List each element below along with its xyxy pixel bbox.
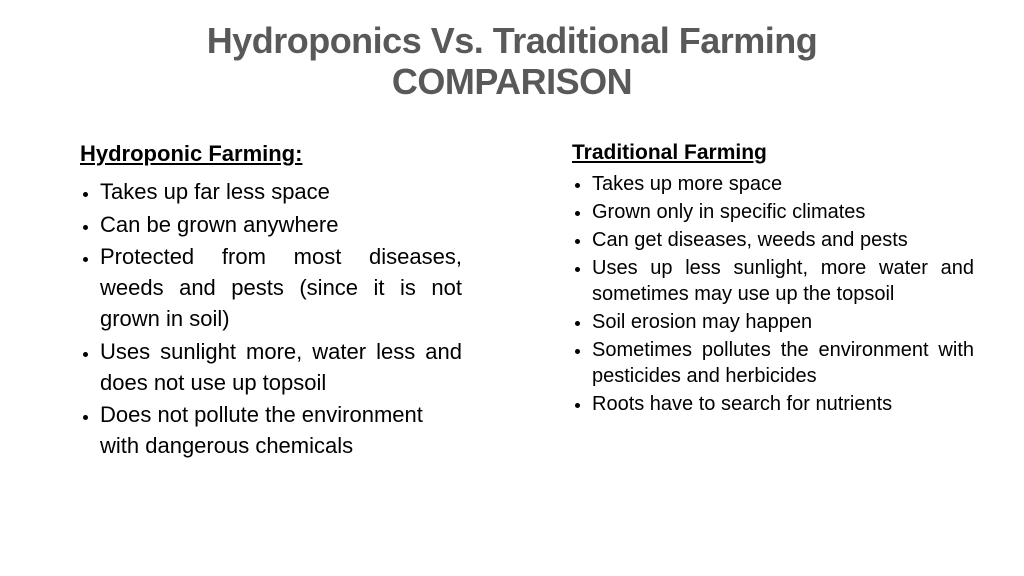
title-line-2: COMPARISON <box>40 61 984 102</box>
list-item: Does not pollute the environment with da… <box>100 400 492 462</box>
list-item: Roots have to search for nutrients <box>592 391 984 417</box>
list-item: Can be grown anywhere <box>100 210 492 241</box>
traditional-heading: Traditional Farming <box>572 141 984 165</box>
list-item: Takes up more space <box>592 171 984 197</box>
column-traditional: Traditional Farming Takes up more space … <box>532 141 984 464</box>
list-item: Protected from most diseases, weeds and … <box>100 242 492 334</box>
list-item: Can get diseases, weeds and pests <box>592 227 984 253</box>
comparison-columns: Hydroponic Farming: Takes up far less sp… <box>40 141 984 464</box>
list-item: Sometimes pollutes the environment with … <box>592 337 984 389</box>
hydroponic-heading: Hydroponic Farming: <box>80 141 492 167</box>
title-line-1: Hydroponics Vs. Traditional Farming <box>40 20 984 61</box>
list-item: Soil erosion may happen <box>592 309 984 335</box>
list-item: Uses up less sunlight, more water and so… <box>592 255 984 307</box>
column-hydroponic: Hydroponic Farming: Takes up far less sp… <box>40 141 492 464</box>
traditional-list: Takes up more space Grown only in specif… <box>532 171 984 417</box>
hydroponic-list: Takes up far less space Can be grown any… <box>40 177 492 462</box>
page-title: Hydroponics Vs. Traditional Farming COMP… <box>40 20 984 103</box>
list-item: Takes up far less space <box>100 177 492 208</box>
list-item: Grown only in specific climates <box>592 199 984 225</box>
list-item: Uses sunlight more, water less and does … <box>100 337 492 399</box>
slide: Hydroponics Vs. Traditional Farming COMP… <box>0 0 1024 576</box>
